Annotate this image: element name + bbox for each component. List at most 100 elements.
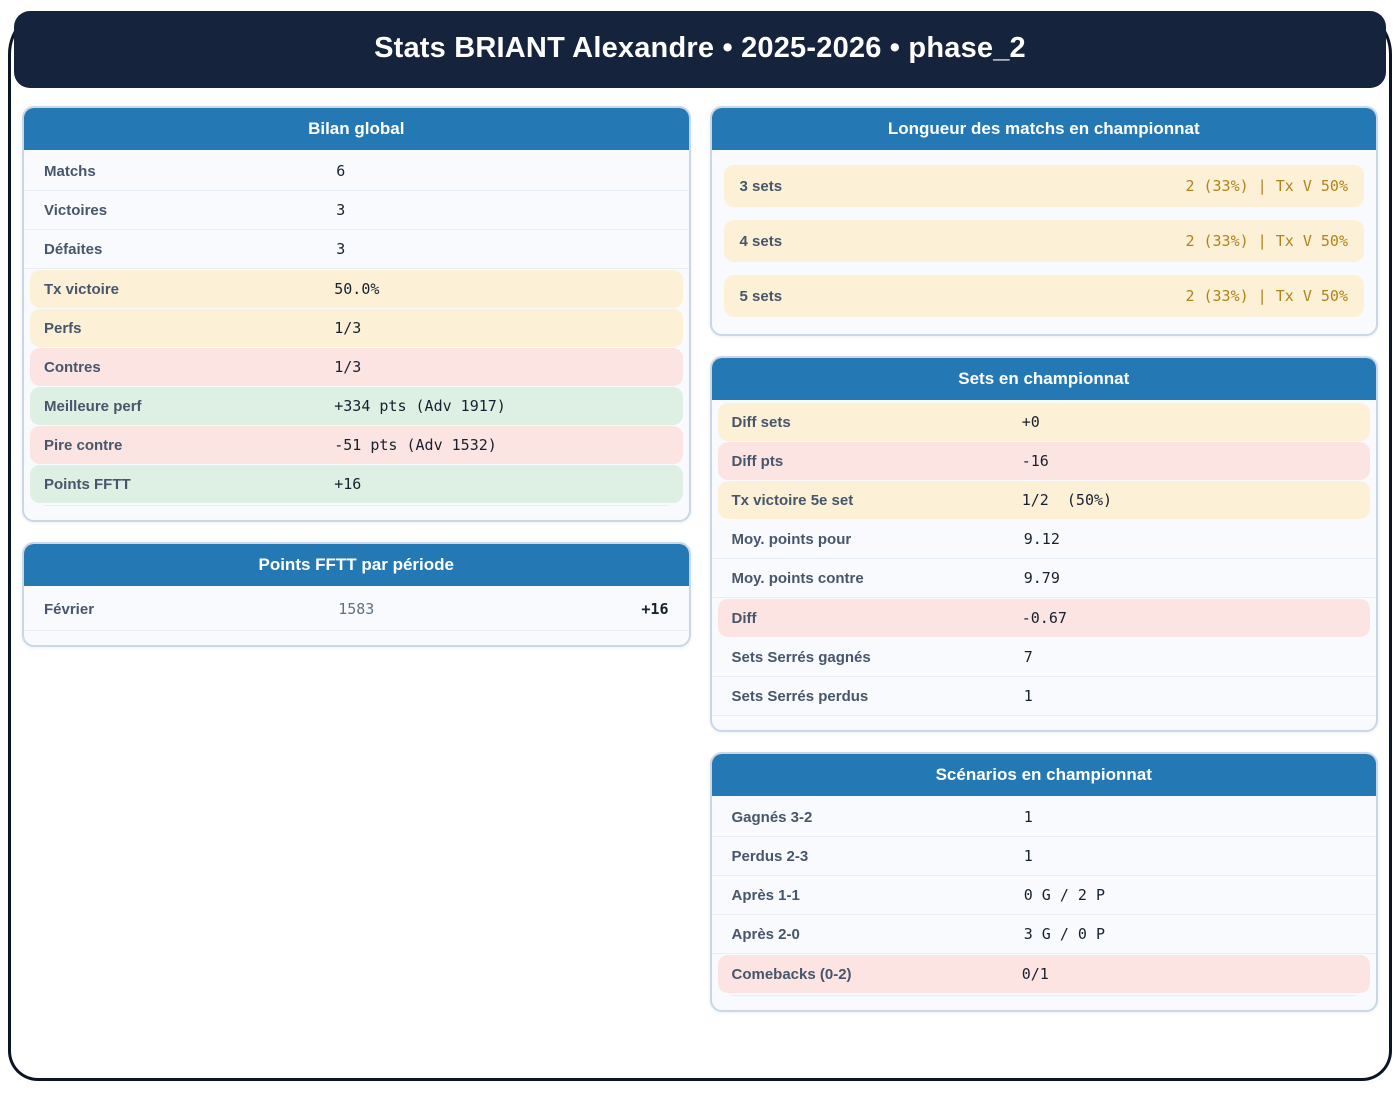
row-value: 1 — [1023, 687, 1033, 705]
row-value: +0 — [1021, 413, 1040, 431]
row-label: Comebacks (0-2) — [731, 965, 852, 983]
row-value: 2 (33%) | Tx V 50% — [1185, 177, 1348, 195]
table-row: Février 1583 +16 — [24, 588, 689, 631]
row-value: 3 — [336, 201, 346, 219]
row-value: +16 — [334, 475, 362, 493]
row-value: 1/3 — [334, 319, 362, 337]
table-row: Défaites 3 — [24, 230, 689, 269]
card-scenarios-championnat: Scénarios en championnat Gagnés 3-2 1 Perd… — [709, 752, 1378, 1012]
card-bilan-global: Bilan global Matchs 6 Victoires 3 Défaites 3 T… — [22, 106, 691, 522]
row-label: Matchs — [44, 162, 96, 180]
table-row: 5 sets 2 (33%) | Tx V 50% — [723, 275, 1364, 317]
table-row: Moy. points contre 9.79 — [711, 559, 1376, 598]
table-row: Pire contre -51 pts (Adv 1532) — [30, 426, 683, 464]
row-label: Pire contre — [44, 436, 123, 454]
row-value: 2 (33%) | Tx V 50% — [1185, 287, 1348, 305]
row-value: 0/1 — [1021, 965, 1049, 983]
row-label: 3 sets — [739, 177, 783, 195]
table-row: Perdus 2-3 1 — [711, 837, 1376, 876]
row-value: 2 (33%) | Tx V 50% — [1185, 232, 1348, 250]
table-row: Sets Serrés gagnés 7 — [711, 638, 1376, 677]
table-row: Gagnés 3-2 1 — [711, 798, 1376, 837]
card-body-scenarios-championnat: Gagnés 3-2 1 Perdus 2-3 1 Après 1-1 0 G / 2 P… — [711, 796, 1376, 1010]
row-label: 5 sets — [739, 287, 783, 305]
page-title: Stats BRIANT Alexandre • 2025-2026 • pha… — [374, 32, 1026, 64]
row-label: Contres — [44, 358, 101, 376]
row-value: +334 pts (Adv 1917) — [334, 397, 506, 415]
row-label: Sets Serrés gagnés — [731, 648, 871, 666]
row-value: 3 G / 0 P — [1023, 925, 1106, 943]
row-label: Sets Serrés perdus — [731, 687, 869, 705]
card-body-points-fftt-periode: Février 1583 +16 — [24, 586, 689, 645]
card-body-longueur-matchs: 3 sets 2 (33%) | Tx V 50% 4 sets 2 (33%) | … — [712, 150, 1377, 334]
card-title-longueur-matchs: Longueur des matchs en championnat — [711, 108, 1376, 150]
row-value: 9.79 — [1023, 569, 1060, 587]
table-row: Victoires 3 — [24, 191, 689, 230]
row-value: 7 — [1023, 648, 1033, 666]
card-longueur-matchs: Longueur des matchs en championnat 3 set… — [709, 106, 1378, 336]
card-title-points-fftt-periode: Points FFTT par période — [24, 544, 689, 586]
table-row: 4 sets 2 (33%) | Tx V 50% — [723, 220, 1364, 262]
row-value: 3 — [336, 240, 346, 258]
left-column: Bilan global Matchs 6 Victoires 3 Défaites 3 T… — [22, 106, 691, 647]
table-row: Après 1-1 0 G / 2 P — [711, 876, 1376, 915]
page-title-bar: Stats BRIANT Alexandre • 2025-2026 • pha… — [14, 11, 1386, 88]
row-label: Diff — [731, 609, 757, 627]
row-mid-value: 1583 — [338, 600, 375, 618]
row-label: Diff sets — [731, 413, 791, 431]
table-row: Tx victoire 50.0% — [30, 270, 683, 308]
row-label: Moy. points contre — [731, 569, 864, 587]
table-row: Tx victoire 5e set 1/2 (50%) — [717, 481, 1370, 519]
row-value: +16 — [641, 600, 669, 618]
row-label: Perdus 2-3 — [731, 847, 809, 865]
table-row: Moy. points pour 9.12 — [711, 520, 1376, 559]
table-row: Perfs 1/3 — [30, 309, 683, 347]
table-row: Sets Serrés perdus 1 — [711, 677, 1376, 716]
row-label: Victoires — [44, 201, 108, 219]
row-label: Points FFTT — [44, 475, 131, 493]
row-label: Gagnés 3-2 — [731, 808, 813, 826]
row-value: 0 G / 2 P — [1023, 886, 1106, 904]
table-row: Comebacks (0-2) 0/1 — [717, 955, 1370, 993]
row-label: Après 2-0 — [731, 925, 800, 943]
table-row: Diff -0.67 — [717, 599, 1370, 637]
right-column: Longueur des matchs en championnat 3 set… — [709, 106, 1378, 1012]
page-frame: Stats BRIANT Alexandre • 2025-2026 • pha… — [8, 6, 1392, 1081]
row-label: Tx victoire — [44, 280, 120, 298]
table-row: Points FFTT +16 — [30, 465, 683, 503]
row-label: Moy. points pour — [731, 530, 852, 548]
row-label: Février — [44, 600, 95, 618]
row-label: Défaites — [44, 240, 103, 258]
card-title-sets-championnat: Sets en championnat — [711, 358, 1376, 400]
table-row: Après 2-0 3 G / 0 P — [711, 915, 1376, 954]
row-label: 4 sets — [739, 232, 783, 250]
row-value: 50.0% — [334, 280, 380, 298]
row-label: Perfs — [44, 319, 82, 337]
row-value: 9.12 — [1023, 530, 1060, 548]
content-columns: Bilan global Matchs 6 Victoires 3 Défaites 3 T… — [11, 106, 1389, 1012]
row-value: -0.67 — [1021, 609, 1067, 627]
row-value: 1/3 — [334, 358, 362, 376]
row-value: -51 pts (Adv 1532) — [334, 436, 497, 454]
row-label: Diff pts — [731, 452, 784, 470]
row-label: Après 1-1 — [731, 886, 800, 904]
table-row: Diff pts -16 — [717, 442, 1370, 480]
row-label: Tx victoire 5e set — [731, 491, 854, 509]
table-row: Contres 1/3 — [30, 348, 683, 386]
card-body-sets-championnat: Diff sets +0 Diff pts -16 Tx victoire 5e set… — [711, 400, 1376, 730]
table-row: Matchs 6 — [24, 152, 689, 191]
row-value: 1/2 (50%) — [1021, 491, 1113, 509]
card-title-bilan-global: Bilan global — [24, 108, 689, 150]
table-row: 3 sets 2 (33%) | Tx V 50% — [723, 165, 1364, 207]
row-value: -16 — [1021, 452, 1049, 470]
row-label: Meilleure perf — [44, 397, 142, 415]
row-value: 1 — [1023, 847, 1033, 865]
table-row: Meilleure perf +334 pts (Adv 1917) — [30, 387, 683, 425]
row-value: 6 — [336, 162, 346, 180]
card-body-bilan-global: Matchs 6 Victoires 3 Défaites 3 Tx victoire 50.… — [24, 150, 689, 520]
row-value: 1 — [1023, 808, 1033, 826]
table-row: Diff sets +0 — [717, 403, 1370, 441]
card-sets-championnat: Sets en championnat Diff sets +0 Diff pts -… — [709, 356, 1378, 732]
card-points-fftt-periode: Points FFTT par période Février 1583 +16 — [22, 542, 691, 647]
card-title-scenarios-championnat: Scénarios en championnat — [711, 754, 1376, 796]
